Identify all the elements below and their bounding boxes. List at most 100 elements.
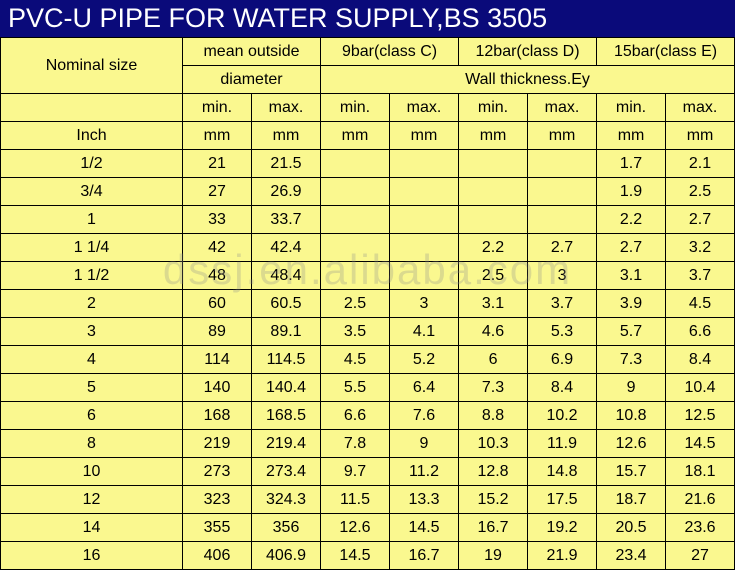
table-cell: 9.7	[321, 458, 390, 486]
table-cell: 2	[1, 290, 183, 318]
pipe-spec-table: Nominal size mean outside 9bar(class C) …	[0, 37, 735, 570]
table-cell: 3.9	[597, 290, 666, 318]
table-cell: 2.2	[459, 234, 528, 262]
table-cell: 140	[183, 374, 252, 402]
header-mm: mm	[528, 122, 597, 150]
table-cell	[390, 178, 459, 206]
table-cell: 12.8	[459, 458, 528, 486]
table-cell: 21.9	[528, 542, 597, 570]
table-cell: 8.4	[528, 374, 597, 402]
table-cell: 114	[183, 346, 252, 374]
table-cell: 11.2	[390, 458, 459, 486]
table-row: 26060.52.533.13.73.94.5	[1, 290, 735, 318]
header-min: min.	[321, 94, 390, 122]
table-cell: 11.5	[321, 486, 390, 514]
header-diameter: diameter	[183, 66, 321, 94]
header-mm: mm	[666, 122, 735, 150]
table-cell: 12.5	[666, 402, 735, 430]
table-cell: 42	[183, 234, 252, 262]
table-cell: 7.3	[459, 374, 528, 402]
table-cell: 2.7	[666, 206, 735, 234]
header-min: min.	[597, 94, 666, 122]
table-cell: 5.3	[528, 318, 597, 346]
table-row: 1 1/44242.42.22.72.73.2	[1, 234, 735, 262]
table-cell	[321, 262, 390, 290]
table-cell: 13.3	[390, 486, 459, 514]
table-cell: 4	[1, 346, 183, 374]
table-cell: 273.4	[252, 458, 321, 486]
table-cell: 12	[1, 486, 183, 514]
table-cell: 219	[183, 430, 252, 458]
header-min: min.	[459, 94, 528, 122]
table-cell: 6	[1, 402, 183, 430]
header-row-1: Nominal size mean outside 9bar(class C) …	[1, 38, 735, 66]
table-cell: 27	[666, 542, 735, 570]
table-cell: 10.2	[528, 402, 597, 430]
table-cell: 33.7	[252, 206, 321, 234]
table-cell: 14.5	[666, 430, 735, 458]
table-cell: 17.5	[528, 486, 597, 514]
table-cell: 60.5	[252, 290, 321, 318]
table-cell	[390, 234, 459, 262]
table-cell: 3.2	[666, 234, 735, 262]
table-cell: 15.7	[597, 458, 666, 486]
table-cell: 12.6	[321, 514, 390, 542]
table-cell: 2.1	[666, 150, 735, 178]
table-cell: 8	[1, 430, 183, 458]
table-cell: 3.7	[666, 262, 735, 290]
table-cell: 1.9	[597, 178, 666, 206]
table-cell: 3	[528, 262, 597, 290]
table-cell	[390, 150, 459, 178]
table-cell: 114.5	[252, 346, 321, 374]
header-class-c: 9bar(class C)	[321, 38, 459, 66]
table-cell: 2.5	[459, 262, 528, 290]
table-cell: 2.5	[666, 178, 735, 206]
header-mean-outside: mean outside	[183, 38, 321, 66]
table-cell: 21	[183, 150, 252, 178]
table-cell: 18.1	[666, 458, 735, 486]
table-cell: 26.9	[252, 178, 321, 206]
table-cell	[528, 178, 597, 206]
table-cell: 16	[1, 542, 183, 570]
table-cell: 89.1	[252, 318, 321, 346]
table-cell: 4.5	[666, 290, 735, 318]
table-cell: 1 1/4	[1, 234, 183, 262]
table-cell: 21.5	[252, 150, 321, 178]
table-row: 8219219.47.8910.311.912.614.5	[1, 430, 735, 458]
table-cell: 10.8	[597, 402, 666, 430]
header-nominal-size: Nominal size	[1, 38, 183, 94]
header-inch: Inch	[1, 122, 183, 150]
table-row: 4114114.54.55.266.97.38.4	[1, 346, 735, 374]
table-cell: 15.2	[459, 486, 528, 514]
table-cell	[528, 206, 597, 234]
table-cell: 5	[1, 374, 183, 402]
table-row: 13333.72.22.7	[1, 206, 735, 234]
table-cell	[528, 150, 597, 178]
table-cell: 10	[1, 458, 183, 486]
table-row: 12323324.311.513.315.217.518.721.6	[1, 486, 735, 514]
table-cell: 140.4	[252, 374, 321, 402]
table-cell: 3.1	[459, 290, 528, 318]
table-cell	[459, 206, 528, 234]
header-wall-thickness: Wall thickness.Ey	[321, 66, 735, 94]
table-cell: 1/2	[1, 150, 183, 178]
table-cell: 8.8	[459, 402, 528, 430]
header-row-3: min. max. min. max. min. max. min. max.	[1, 94, 735, 122]
table-cell: 7.6	[390, 402, 459, 430]
table-cell: 21.6	[666, 486, 735, 514]
table-cell: 3	[1, 318, 183, 346]
table-row: 16406406.914.516.71921.923.427	[1, 542, 735, 570]
header-max: max.	[528, 94, 597, 122]
table-cell: 3/4	[1, 178, 183, 206]
table-cell: 2.2	[597, 206, 666, 234]
table-cell: 18.7	[597, 486, 666, 514]
table-cell: 7.8	[321, 430, 390, 458]
table-cell: 2.7	[528, 234, 597, 262]
table-row: 6168168.56.67.68.810.210.812.5	[1, 402, 735, 430]
table-cell: 11.9	[528, 430, 597, 458]
header-mm: mm	[321, 122, 390, 150]
table-row: 38989.13.54.14.65.35.76.6	[1, 318, 735, 346]
table-cell: 9	[597, 374, 666, 402]
table-cell: 8.4	[666, 346, 735, 374]
table-cell: 6.6	[666, 318, 735, 346]
